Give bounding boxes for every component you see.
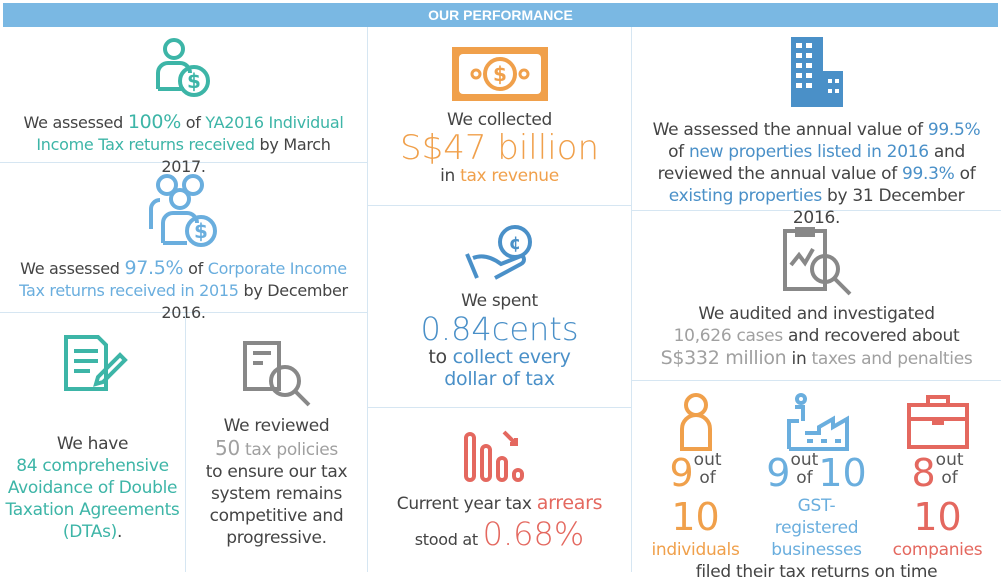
policies-cell: We reviewed 50 tax policies to ensure our … [186,313,368,572]
building-icon [790,37,843,107]
text: by March 2017. [161,135,331,176]
text: out [790,450,819,470]
text: of [180,113,206,132]
property-cell: We assessed the annual value of 99.5% of… [632,27,1001,228]
text: . [117,522,123,542]
text: to [428,346,453,368]
person-dollar-icon: $ [155,38,210,97]
document-pen-icon [63,335,128,391]
text: of [796,468,813,488]
svg-text:¢: ¢ [508,233,521,254]
text: by December 2016. [161,281,348,322]
individual-cell: $ We assessed 100% of YA2016 Individual … [0,27,368,176]
highlight: Corporate Income Tax returns received in… [19,259,347,300]
filing-item-individuals: 9out of 10 individuals [646,393,746,561]
text: and reviewed the annual value of [657,142,966,184]
arrears-value: 0.68% [482,515,585,553]
filing-item-businesses: 9out of 10 GST-registered businesses [757,393,877,561]
filing-cell: 9out of10 individuals 9out of 10 GST-regist… [632,381,1001,582]
dta-count: 84 comprehensive Avoidance of Double Tax… [5,456,180,542]
text: We assessed [20,259,125,278]
arrears-cell: Current year tax arrears stood at 0.68% [368,408,632,572]
highlight: tax revenue [460,166,559,186]
text: We spent [461,291,538,311]
case-count: 10,626 [673,326,732,346]
highlight: taxes and penalties [811,349,973,369]
percent-value: 99.5% [927,120,981,140]
text: cases [731,326,783,346]
highlight: new properties listed in 2016 [688,142,929,162]
text: of [668,142,689,162]
person-icon [679,393,712,451]
report-magnifier-icon [782,227,851,296]
text: in [440,166,461,186]
text: We assessed the annual value of [652,120,928,140]
recovered-amount: S$332 million [660,347,787,369]
text: of [699,468,716,488]
svg-text:$: $ [493,62,507,86]
group-dollar-icon: $ [148,174,217,247]
policy-count: 50 [215,436,240,460]
percent-value: 99.3% [902,164,955,184]
text: to ensure our tax system remains competi… [205,462,348,548]
text: in [786,349,812,369]
briefcase-icon [906,395,969,449]
numerator: 9 [766,451,791,495]
highlight: existing properties [668,186,823,206]
document-magnifier-icon [242,341,310,407]
text: of [954,164,976,184]
highlight: collect every dollar of tax [444,346,571,390]
label: companies [892,540,983,560]
percent-value: 97.5% [124,257,184,279]
text: We have [56,434,129,454]
text: by 31 December 2016. [792,186,965,228]
hand-coin-icon: ¢ [464,225,532,280]
text: We reviewed [223,416,330,436]
cost-value: 0.84cents [420,310,579,348]
percent-value: 100% [127,111,181,133]
text: We assessed [23,113,128,132]
text: stood at [414,530,483,549]
filing-footer: filed their tax returns on time [695,562,938,582]
text: and recovered about [782,326,960,346]
collected-cell: $ We collected S$47 billion in tax reven… [368,27,632,206]
bar-decline-icon [463,430,524,482]
svg-text:$: $ [187,69,201,93]
audit-cell: We audited and investigated 10,626 cases… [632,211,1001,381]
text: Current year tax [396,494,537,514]
text: of [183,259,208,278]
dta-cell: We have 84 comprehensive Avoidance of Dou… [0,313,186,572]
banknote-icon: $ [451,47,548,101]
numerator: 8 [911,451,936,495]
filing-item-companies: 8out of 10 companies [888,393,988,561]
highlight: YA2016 Individual Income Tax returns rec… [36,113,344,154]
denominator: 10 [818,451,867,495]
spent-cell: ¢ We spent 0.84cents to collect every do… [368,206,632,408]
text: We collected [447,110,552,130]
numerator: 9 [669,451,694,495]
collected-amount: S$47 billion [399,128,599,168]
denominator: 10 [671,495,720,539]
denominator: 10 [913,495,962,539]
text: tax policies [239,440,338,460]
svg-text:$: $ [194,219,208,243]
label: GST-registered businesses [771,496,862,560]
text: of [941,468,958,488]
corporate-cell: $ We assessed 97.5% of Corporate Income … [0,163,368,322]
text: out [693,450,722,470]
label: individuals [651,540,740,560]
highlight: arrears [536,492,603,514]
factory-icon [786,393,849,451]
text: out [935,450,964,470]
header-title: OUR PERFORMANCE [3,3,998,27]
text: We audited and investigated [698,304,935,324]
